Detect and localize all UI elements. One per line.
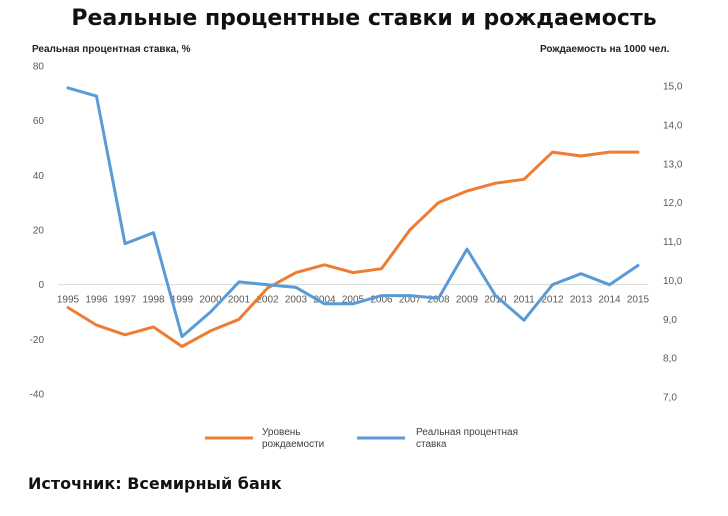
y-axis-right-ticks: 15,0 14,0 13,0 12,0 11,0 10,0 9,0 8,0 7,0 (663, 82, 683, 404)
chart-title: Реальные процентные ставки и рождаемость (71, 6, 657, 31)
source-note: Источник: Всемирный банк (28, 474, 282, 493)
x-tick-label: 2009 (456, 295, 479, 306)
x-tick-label: 2003 (285, 295, 308, 306)
x-tick-label: 2013 (570, 295, 593, 306)
legend-label: ставка (416, 439, 447, 450)
legend-label: Реальная процентная (416, 427, 518, 438)
y-right-tick-label: 14,0 (663, 120, 683, 131)
y-right-tick-label: 10,0 (663, 276, 683, 287)
y-right-tick-label: 13,0 (663, 159, 683, 170)
y-left-tick-label: -20 (30, 335, 45, 346)
x-tick-label: 2007 (399, 295, 422, 306)
y-right-tick-label: 11,0 (663, 237, 682, 248)
x-tick-label: 1999 (171, 295, 194, 306)
y-right-tick-label: 12,0 (663, 198, 683, 209)
x-tick-label: 1997 (114, 295, 137, 306)
real-interest-rate-line (66, 86, 640, 339)
x-axis-ticks: 1995 1996 1997 1998 1999 2000 2001 2002 2003 2004… (57, 295, 650, 306)
y-left-tick-label: -40 (30, 390, 45, 401)
x-tick-label: 1998 (142, 295, 165, 306)
legend-label: рождаемости (262, 439, 324, 450)
legend-label: Уровень (262, 427, 301, 438)
x-tick-label: 2011 (513, 295, 535, 306)
y-left-tick-label: 20 (33, 226, 45, 237)
x-tick-label: 1996 (85, 295, 108, 306)
series-lines (66, 86, 640, 348)
x-tick-label: 2010 (484, 295, 507, 306)
x-tick-label: 2002 (256, 295, 279, 306)
x-tick-label: 2006 (370, 295, 393, 306)
x-tick-label: 2004 (313, 295, 336, 306)
y-left-tick-label: 0 (38, 280, 44, 291)
y-left-tick-label: 60 (33, 116, 45, 127)
x-tick-label: 2001 (228, 295, 251, 306)
y-right-tick-label: 7,0 (663, 393, 677, 404)
y-axis-left-label: Реальная процентная ставка, % (32, 44, 191, 55)
y-right-tick-label: 9,0 (663, 315, 677, 326)
y-left-tick-label: 40 (33, 171, 45, 182)
x-tick-label: 2015 (627, 295, 650, 306)
birth-rate-line (66, 150, 640, 348)
y-right-tick-label: 8,0 (663, 354, 677, 365)
x-tick-label: 2000 (199, 295, 222, 306)
x-tick-label: 2014 (598, 295, 621, 306)
y-axis-right-label: Рождаемость на 1000 чел. (540, 44, 670, 55)
y-left-tick-label: 80 (33, 62, 45, 73)
y-right-tick-label: 15,0 (663, 82, 683, 93)
x-tick-label: 2012 (541, 295, 564, 306)
x-tick-label: 1995 (57, 295, 80, 306)
x-tick-label: 2008 (427, 295, 450, 306)
x-tick-label: 2005 (342, 295, 365, 306)
y-axis-left-ticks: 80 60 40 20 0 -20 -40 (30, 62, 45, 401)
